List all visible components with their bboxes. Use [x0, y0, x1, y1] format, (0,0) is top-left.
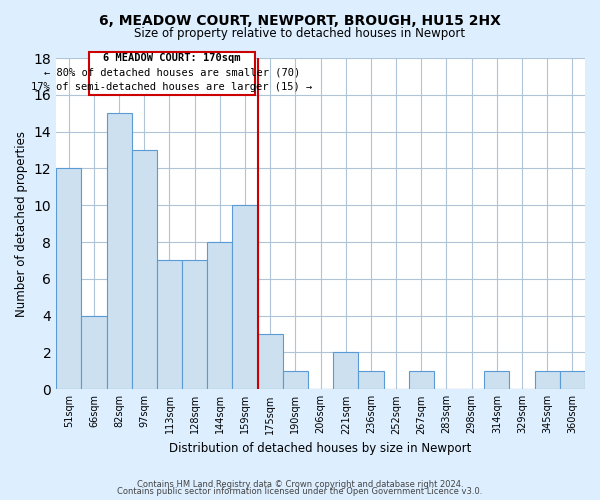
Bar	[132, 150, 157, 390]
Bar	[560, 371, 585, 390]
Bar	[182, 260, 207, 390]
Text: 6 MEADOW COURT: 170sqm: 6 MEADOW COURT: 170sqm	[103, 53, 241, 63]
Bar	[283, 371, 308, 390]
Text: 6, MEADOW COURT, NEWPORT, BROUGH, HU15 2HX: 6, MEADOW COURT, NEWPORT, BROUGH, HU15 2…	[99, 14, 501, 28]
Bar	[333, 352, 358, 390]
Text: Contains public sector information licensed under the Open Government Licence v3: Contains public sector information licen…	[118, 487, 482, 496]
FancyBboxPatch shape	[89, 52, 255, 95]
Y-axis label: Number of detached properties: Number of detached properties	[15, 130, 28, 316]
Bar	[157, 260, 182, 390]
Bar	[358, 371, 383, 390]
Bar	[484, 371, 509, 390]
Bar	[56, 168, 82, 390]
Bar	[82, 316, 107, 390]
Bar	[207, 242, 232, 390]
Text: 17% of semi-detached houses are larger (15) →: 17% of semi-detached houses are larger (…	[31, 82, 313, 92]
X-axis label: Distribution of detached houses by size in Newport: Distribution of detached houses by size …	[169, 442, 472, 455]
Text: Size of property relative to detached houses in Newport: Size of property relative to detached ho…	[134, 28, 466, 40]
Text: ← 80% of detached houses are smaller (70): ← 80% of detached houses are smaller (70…	[44, 68, 300, 78]
Bar	[232, 205, 257, 390]
Bar	[535, 371, 560, 390]
Bar	[409, 371, 434, 390]
Bar	[257, 334, 283, 390]
Bar	[107, 113, 132, 390]
Text: Contains HM Land Registry data © Crown copyright and database right 2024.: Contains HM Land Registry data © Crown c…	[137, 480, 463, 489]
